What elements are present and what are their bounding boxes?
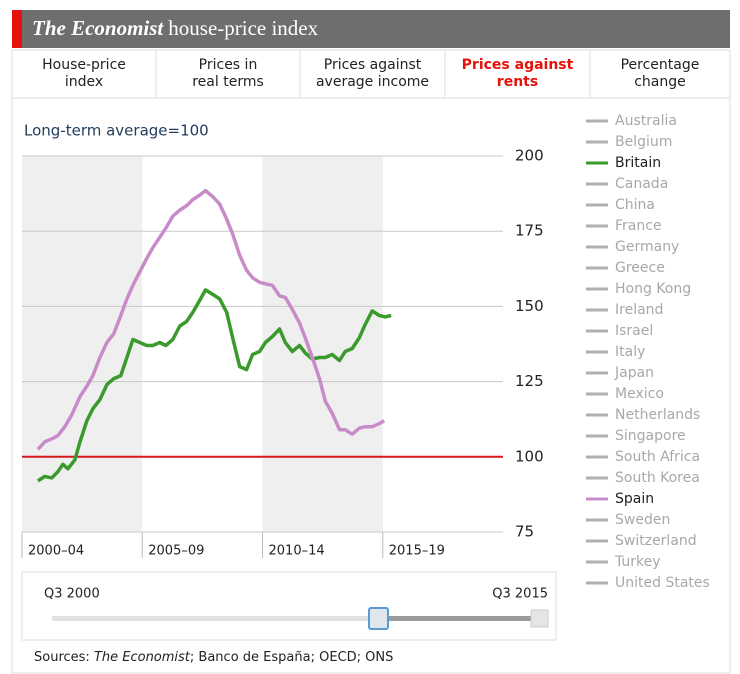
legend-label[interactable]: Australia (615, 113, 677, 129)
legend-label[interactable]: Japan (614, 365, 654, 381)
legend-label[interactable]: Belgium (615, 134, 672, 150)
panel-border (11, 97, 731, 674)
slider-start: Q3 2000 (44, 587, 100, 602)
slider-handle[interactable] (368, 607, 389, 630)
header-bar (22, 10, 730, 48)
legend-label[interactable]: United States (615, 575, 710, 591)
sources-italic: The Economist (94, 650, 191, 665)
legend-label[interactable]: Greece (615, 260, 665, 276)
legend-label[interactable]: South Korea (615, 470, 700, 486)
y-tick-label: 125 (515, 372, 544, 390)
subtitle: Long-term average=100 (24, 122, 209, 140)
legend-label[interactable]: Germany (615, 239, 679, 255)
legend-label[interactable]: Israel (615, 323, 653, 339)
x-band (22, 156, 143, 532)
sources-rest: ; Banco de España; OECD; ONS (190, 650, 393, 665)
plot: 2000–04 2005–09 2010–14 2015–19 75 100 125 150 1… (21, 147, 544, 559)
legend-label[interactable]: Singapore (615, 428, 686, 444)
tab-label: real terms (192, 74, 264, 90)
tab-label: Percentage (621, 57, 700, 73)
y-tick-label: 100 (515, 447, 544, 465)
legend-label[interactable]: Turkey (614, 554, 661, 570)
slider-end: Q3 2015 (492, 587, 548, 602)
tab-label: rents (497, 74, 538, 90)
legend-label[interactable]: Ireland (615, 302, 663, 318)
legend-label[interactable]: France (615, 218, 662, 234)
sources: Sources: The Economist; Banco de España;… (34, 650, 393, 665)
tab[interactable] (11, 49, 157, 99)
title-italic: The Economist (32, 16, 164, 40)
tab-label: average income (316, 74, 429, 90)
legend: Australia Belgium Britain Canada China France… (586, 113, 710, 591)
tab[interactable] (589, 49, 731, 99)
series-line (36, 288, 392, 483)
legend-label[interactable]: Italy (615, 344, 645, 360)
x-band (262, 156, 383, 532)
y-tick-label: 150 (515, 297, 544, 315)
x-tick-label: 2010–14 (269, 544, 325, 559)
legend-label[interactable]: Britain (615, 155, 661, 171)
slider-end-handle[interactable] (530, 609, 549, 628)
tab[interactable] (299, 49, 446, 99)
slider-range (378, 616, 534, 621)
tab-label: change (634, 74, 686, 90)
x-tick-label: 2000–04 (28, 544, 84, 559)
tab-label: index (65, 74, 103, 90)
tab-label: Prices against (324, 57, 422, 73)
tab-label: Prices in (199, 57, 258, 73)
legend-label[interactable]: Switzerland (615, 533, 697, 549)
x-tick-label: 2005–09 (148, 544, 204, 559)
tab-label: House-price (42, 57, 126, 73)
legend-label[interactable]: South Africa (615, 449, 700, 465)
slider-box (21, 571, 557, 641)
y-tick-label: 175 (515, 222, 544, 240)
legend-label[interactable]: Mexico (615, 386, 664, 402)
tab[interactable] (155, 49, 301, 99)
x-tick-label: 2015–19 (389, 544, 445, 559)
title-rest: house-price index (168, 16, 318, 40)
sources-prefix: Sources: (34, 650, 94, 665)
tab-label: Prices against (462, 57, 574, 73)
legend-label[interactable]: Spain (615, 491, 654, 507)
header-title: The Economist house-price index (32, 16, 319, 40)
legend-label[interactable]: Sweden (615, 512, 670, 528)
y-tick-label: 200 (515, 147, 544, 165)
series-line (36, 188, 386, 451)
header-accent (12, 10, 22, 48)
legend-label[interactable]: China (615, 197, 655, 213)
legend-label[interactable]: Netherlands (615, 407, 700, 423)
legend-label[interactable]: Hong Kong (615, 281, 691, 297)
legend-label[interactable]: Canada (615, 176, 668, 192)
y-tick-label: 75 (515, 523, 534, 541)
slider-track (52, 616, 380, 621)
